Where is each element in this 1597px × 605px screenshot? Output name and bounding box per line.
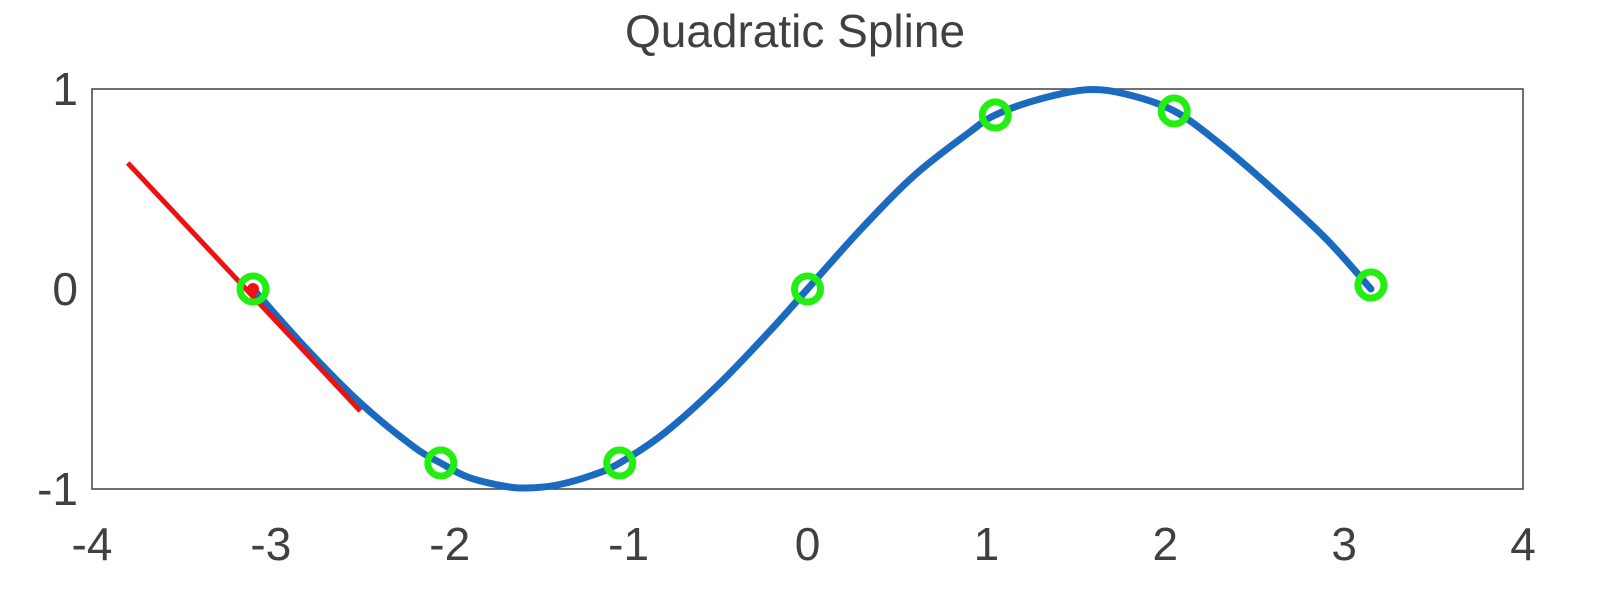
y-tick-label: -1 [37,463,78,515]
knot-marker [603,446,637,480]
plot-area-frame [91,88,1524,490]
plot-marks [125,85,1388,492]
x-tick-label: 4 [1510,518,1536,570]
knot-marker [791,272,824,306]
x-tick-label: -1 [608,518,649,570]
tangent-line [125,161,363,413]
y-tick-labels: -1 0 1 [37,63,78,515]
spline-curve-line [249,85,1375,492]
knot-marker [1354,268,1388,302]
x-tick-label: 2 [1152,518,1178,570]
x-tick-label: 0 [795,518,821,570]
knot-marker [978,98,1012,132]
knot-marker [236,272,270,306]
x-tick-label: 3 [1331,518,1357,570]
knot-marker [424,446,458,480]
knot-marker [1157,94,1191,128]
chart-title: Quadratic Spline [625,5,965,57]
x-tick-label: -4 [72,518,113,570]
x-tick-label: -2 [429,518,470,570]
x-tick-label: 1 [974,518,1000,570]
y-tick-label: 1 [52,63,78,115]
y-tick-label: 0 [52,263,78,315]
x-tick-labels: -4 -3 -2 -1 0 1 2 3 4 [72,518,1536,570]
tangent-point-marker [246,283,259,295]
x-tick-label: -3 [250,518,291,570]
